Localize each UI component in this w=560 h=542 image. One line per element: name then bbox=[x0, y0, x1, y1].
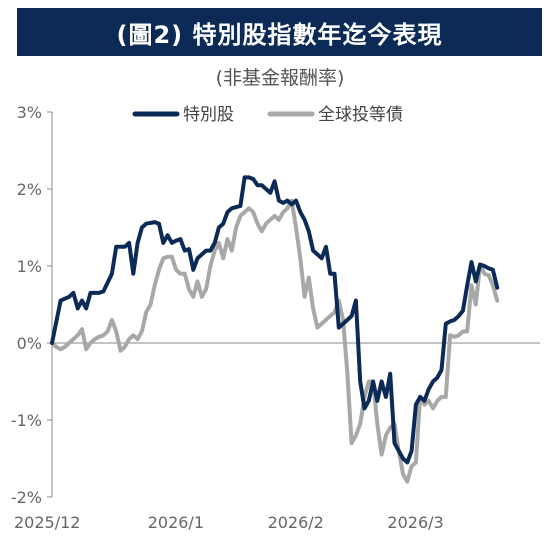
x-tick-label: 2026/2 bbox=[268, 513, 324, 532]
legend: 特別股 全球投等債 bbox=[132, 105, 403, 125]
y-tick-label: -1% bbox=[11, 411, 42, 430]
y-tick-label: 0% bbox=[17, 334, 42, 353]
y-tick-label: 1% bbox=[17, 257, 42, 276]
chart-title: (圖2) 特別股指數年迄今表現 bbox=[17, 8, 542, 56]
chart-subtitle: (非基金報酬率) bbox=[215, 67, 345, 89]
y-tick-label: -2% bbox=[11, 488, 42, 507]
series-lines bbox=[50, 175, 500, 484]
x-tick-label: 2026/1 bbox=[148, 513, 204, 532]
legend-label: 全球投等債 bbox=[318, 105, 403, 125]
series-line-preferred bbox=[50, 175, 500, 465]
series-line-ig-bond bbox=[50, 198, 500, 484]
y-tick-label: 3% bbox=[17, 103, 42, 122]
y-tick-label: 2% bbox=[17, 180, 42, 199]
x-tick-label: 2025/12 bbox=[14, 513, 80, 532]
x-axis: 2025/12 2026/1 2026/2 2026/3 bbox=[14, 342, 540, 532]
legend-label: 特別股 bbox=[183, 105, 234, 125]
y-axis: 3% 2% 1% 0% -1% -2% bbox=[11, 103, 53, 507]
x-tick-label: 2026/3 bbox=[387, 513, 443, 532]
